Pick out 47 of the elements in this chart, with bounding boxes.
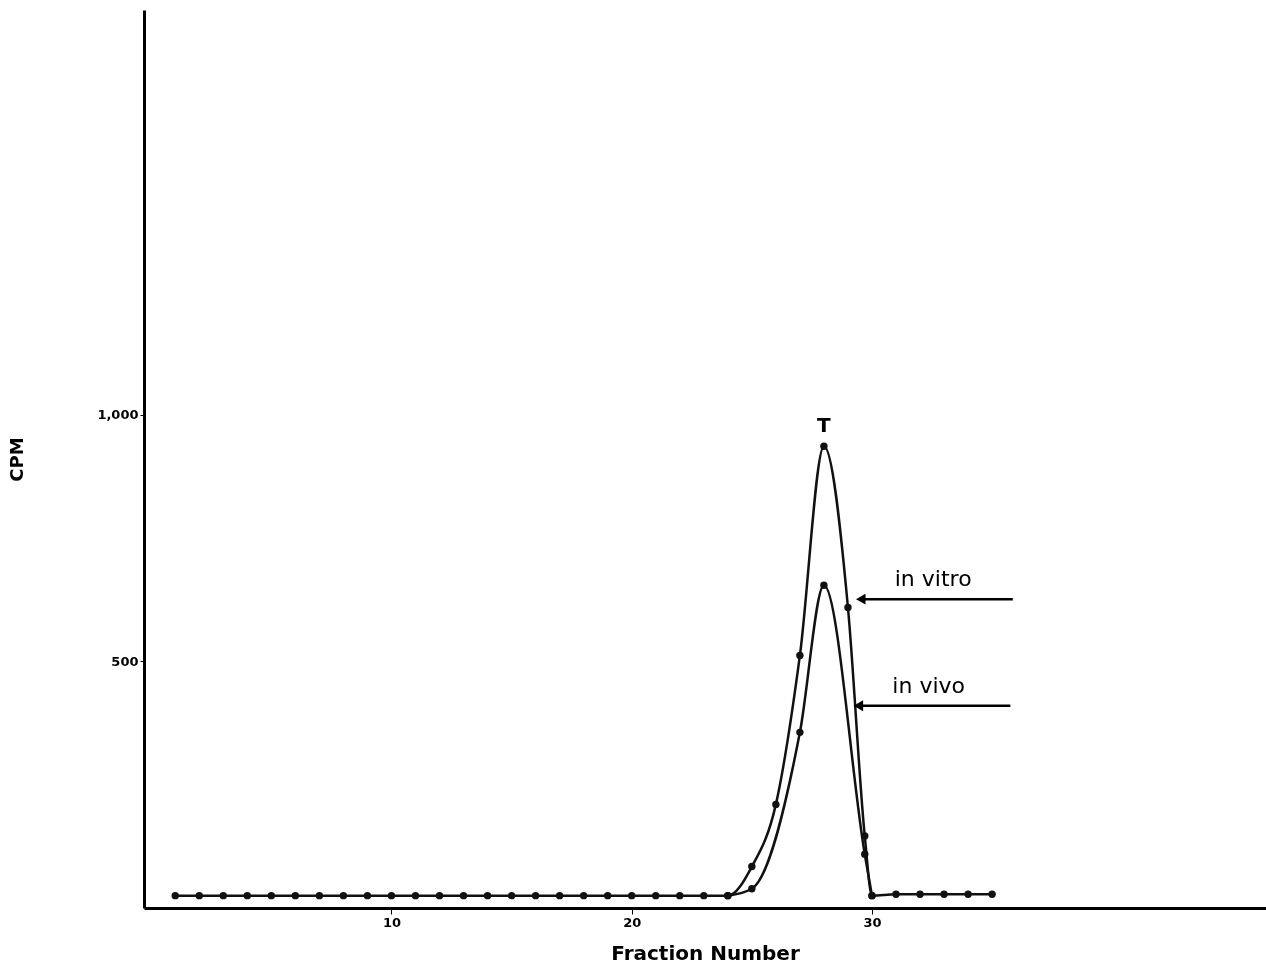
point	[579, 891, 588, 900]
point	[459, 891, 468, 900]
annotation: T	[817, 413, 832, 438]
y-tick-label: 500	[111, 653, 139, 669]
point	[315, 891, 324, 900]
point	[243, 891, 252, 900]
point	[700, 891, 708, 900]
y-tick-label: 1,000	[97, 407, 139, 423]
point	[531, 891, 540, 900]
point	[748, 885, 756, 893]
point	[844, 603, 852, 612]
point	[435, 891, 444, 900]
x-tick-label: 30	[863, 914, 882, 930]
point	[411, 891, 420, 900]
point	[267, 891, 276, 900]
point	[916, 890, 924, 898]
x-axis-title: Fraction Number	[611, 940, 800, 965]
point	[940, 890, 948, 898]
point	[892, 890, 900, 898]
point	[195, 891, 203, 900]
point	[748, 862, 756, 871]
point	[483, 891, 492, 900]
point	[988, 890, 996, 898]
point	[603, 891, 612, 900]
point	[820, 581, 828, 590]
point	[363, 891, 372, 900]
point	[171, 891, 179, 900]
point	[339, 891, 348, 900]
point	[555, 891, 564, 900]
point	[772, 800, 780, 809]
point	[628, 891, 636, 900]
point	[219, 891, 227, 900]
point	[387, 891, 396, 900]
point	[507, 891, 516, 900]
y-axis-title: CPM	[6, 437, 28, 482]
point	[796, 728, 804, 737]
point	[676, 891, 684, 900]
point	[291, 891, 300, 900]
point	[796, 651, 804, 660]
annotation: in vivo	[892, 672, 966, 698]
point	[820, 442, 828, 450]
annotation: in vitro	[894, 566, 972, 592]
point	[861, 850, 869, 858]
x-tick-label: 20	[623, 914, 642, 930]
point	[652, 891, 660, 900]
x-tick-label: 10	[382, 914, 402, 930]
point	[964, 890, 972, 898]
